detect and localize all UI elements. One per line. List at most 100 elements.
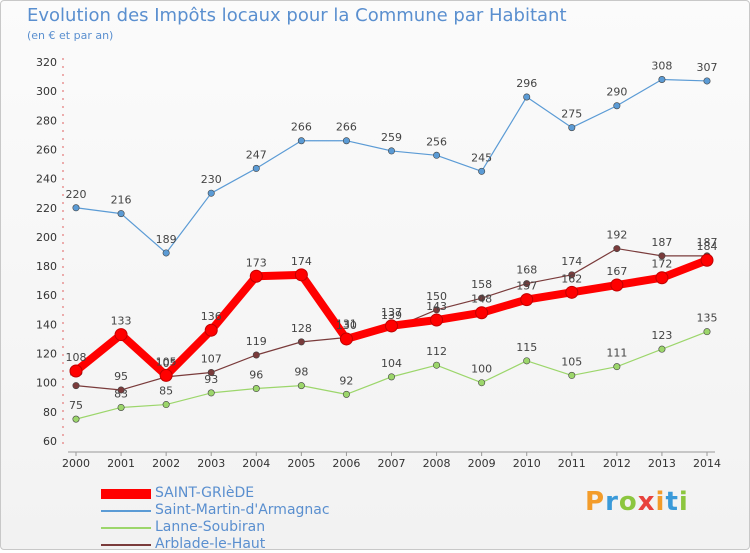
data-label: 148 <box>471 293 492 306</box>
data-label: 173 <box>246 256 267 269</box>
data-label: 187 <box>697 236 718 249</box>
data-label: 111 <box>606 347 627 360</box>
y-tick-label: 160 <box>36 289 57 302</box>
data-label: 290 <box>606 86 627 99</box>
data-point <box>613 245 621 253</box>
data-point <box>565 285 579 299</box>
y-tick-label: 60 <box>43 435 57 448</box>
data-label: 162 <box>561 272 582 285</box>
data-point <box>204 323 218 337</box>
data-point <box>297 338 305 346</box>
data-label: 266 <box>336 121 357 134</box>
data-point <box>523 280 531 288</box>
data-label: 167 <box>606 265 627 278</box>
y-tick-label: 200 <box>36 231 57 244</box>
data-point <box>613 102 621 110</box>
data-label: 174 <box>291 255 312 268</box>
x-tick-label: 2003 <box>197 457 225 470</box>
data-point <box>658 75 666 83</box>
data-point <box>207 389 215 397</box>
data-point <box>297 382 305 390</box>
data-label: 100 <box>471 363 492 376</box>
data-point <box>568 371 576 379</box>
data-point <box>385 319 398 333</box>
data-point <box>339 332 353 346</box>
data-point <box>294 268 308 282</box>
y-tick-label: 240 <box>36 173 57 186</box>
data-point <box>114 328 128 342</box>
logo-letter: r <box>605 487 619 517</box>
data-label: 96 <box>249 369 263 382</box>
data-label: 135 <box>697 312 718 325</box>
logo-letter: i <box>655 487 666 517</box>
data-label: 98 <box>294 366 308 379</box>
data-point <box>433 306 441 314</box>
data-point <box>703 77 711 85</box>
data-label: 158 <box>471 278 492 291</box>
data-label: 75 <box>69 399 83 412</box>
data-point <box>207 189 215 197</box>
data-point <box>523 357 531 365</box>
data-label: 220 <box>66 188 87 201</box>
x-tick-label: 2005 <box>287 457 315 470</box>
data-point <box>252 385 260 393</box>
data-label: 92 <box>339 374 353 387</box>
chart-subtitle: (en € et par an) <box>27 29 114 42</box>
data-point <box>613 363 621 371</box>
data-label: 104 <box>381 357 402 370</box>
data-label: 256 <box>426 135 447 148</box>
data-point <box>520 293 534 307</box>
legend-swatch <box>101 509 151 512</box>
data-label: 192 <box>606 229 627 242</box>
data-point <box>252 164 260 172</box>
data-label: 307 <box>697 61 718 74</box>
y-tick-label: 120 <box>36 348 57 361</box>
data-point <box>658 252 666 260</box>
data-label: 230 <box>201 173 222 186</box>
logo-letter: t <box>665 487 679 517</box>
data-label: 105 <box>561 355 582 368</box>
legend-label: Arblade-le-Haut <box>155 536 266 552</box>
data-point <box>72 382 80 390</box>
data-point <box>342 390 350 398</box>
x-tick-label: 2000 <box>62 457 90 470</box>
data-label: 157 <box>516 280 537 293</box>
x-tick-label: 2006 <box>332 457 360 470</box>
x-tick-label: 2011 <box>558 457 586 470</box>
data-label: 83 <box>114 387 128 400</box>
x-tick-label: 2002 <box>152 457 180 470</box>
data-point <box>342 137 350 145</box>
data-label: 168 <box>516 264 537 277</box>
y-tick-label: 140 <box>36 318 57 331</box>
data-point <box>655 271 669 285</box>
data-point <box>387 147 395 155</box>
data-point <box>523 93 531 101</box>
data-label: 150 <box>426 290 447 303</box>
data-label: 95 <box>114 370 128 383</box>
data-point <box>658 345 666 353</box>
y-tick-label: 300 <box>36 85 57 98</box>
y-tick-label: 80 <box>43 406 57 419</box>
data-label: 119 <box>246 335 267 348</box>
x-tick-label: 2013 <box>648 457 676 470</box>
data-point <box>430 313 444 327</box>
data-label: 189 <box>156 233 177 246</box>
data-label: 174 <box>561 255 582 268</box>
legend-label: SAINT-GRIèDE <box>155 485 255 501</box>
y-tick-label: 220 <box>36 202 57 215</box>
data-point <box>433 361 441 369</box>
chart-title: Evolution des Impôts locaux pour la Comm… <box>27 5 567 26</box>
data-point <box>72 204 80 212</box>
data-label: 184 <box>697 240 718 253</box>
data-label: 93 <box>204 373 218 386</box>
data-label: 136 <box>201 310 222 323</box>
data-label: 266 <box>291 121 312 134</box>
data-label: 172 <box>651 258 672 271</box>
data-point <box>159 368 173 382</box>
data-point <box>207 368 215 376</box>
data-label: 85 <box>159 385 173 398</box>
legend-swatch <box>101 488 151 499</box>
data-point <box>475 306 489 320</box>
data-label: 105 <box>156 355 177 368</box>
